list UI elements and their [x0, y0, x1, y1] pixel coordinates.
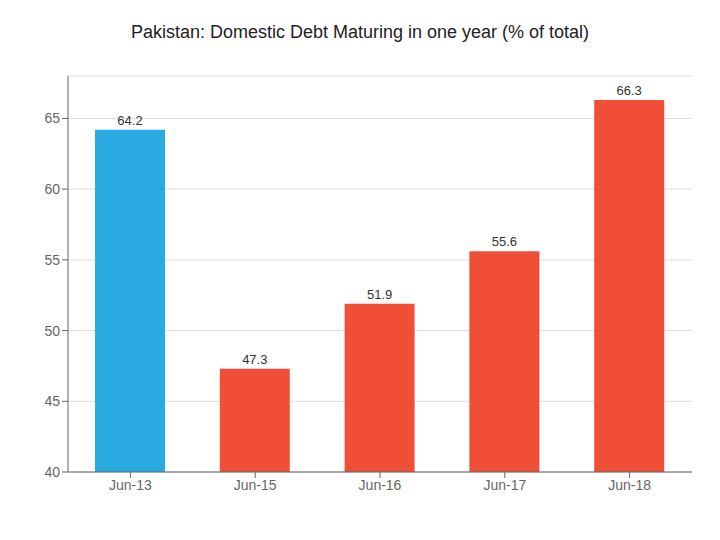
svg-text:51.9: 51.9 [367, 287, 392, 302]
svg-text:50: 50 [44, 323, 60, 339]
svg-text:55.6: 55.6 [492, 234, 517, 249]
svg-text:60: 60 [44, 181, 60, 197]
svg-text:64.2: 64.2 [117, 113, 142, 128]
svg-text:40: 40 [44, 464, 60, 480]
svg-text:55: 55 [44, 252, 60, 268]
svg-text:Jun-15: Jun-15 [234, 477, 277, 493]
svg-text:Jun-16: Jun-16 [359, 477, 402, 493]
svg-text:65: 65 [44, 110, 60, 126]
svg-text:Jun-17: Jun-17 [483, 477, 526, 493]
svg-text:47.3: 47.3 [242, 352, 267, 367]
svg-text:45: 45 [44, 393, 60, 409]
svg-text:66.3: 66.3 [617, 83, 642, 98]
svg-text:Jun-18: Jun-18 [608, 477, 651, 493]
html-text:Pakistan: Domestic Debt Maturi: Pakistan: Domestic Debt Maturing in one … [130, 22, 590, 42]
svg-text:Jun-13: Jun-13 [109, 477, 152, 493]
